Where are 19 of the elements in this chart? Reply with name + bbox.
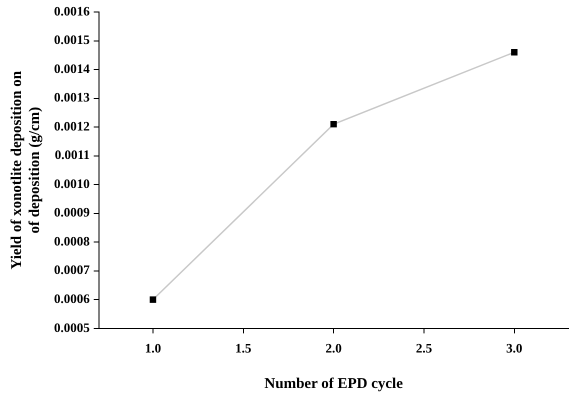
x-tick-label: 1.0 xyxy=(144,340,162,356)
y-tick-label: 0.0011 xyxy=(54,147,90,162)
x-tick-label: 3.0 xyxy=(506,340,522,356)
y-tick-label: 0.0016 xyxy=(54,3,90,18)
x-tick-label: 2.5 xyxy=(416,340,433,356)
y-tick-label: 0.0012 xyxy=(54,118,90,134)
y-tick-label: 0.0005 xyxy=(54,320,90,335)
y-tick-label: 0.0007 xyxy=(54,262,90,278)
y-tick-label: 0.0014 xyxy=(54,60,90,76)
y-axis-title: Yield of xonotlite deposition on of deposition (g/cm) xyxy=(8,70,43,270)
y-tick-label: 0.0006 xyxy=(54,290,90,306)
y-tick-label: 0.0009 xyxy=(54,204,90,220)
y-tick-label: 0.0010 xyxy=(54,176,90,191)
x-tick-label: 2.0 xyxy=(326,340,342,356)
y-tick-label: 0.0015 xyxy=(54,32,90,48)
x-tick-label: 1.5 xyxy=(235,340,252,356)
x-axis-title: Number of EPD cycle xyxy=(264,376,404,392)
y-tick-label: 0.0008 xyxy=(54,233,90,248)
y-tick-label: 0.0013 xyxy=(54,90,90,105)
